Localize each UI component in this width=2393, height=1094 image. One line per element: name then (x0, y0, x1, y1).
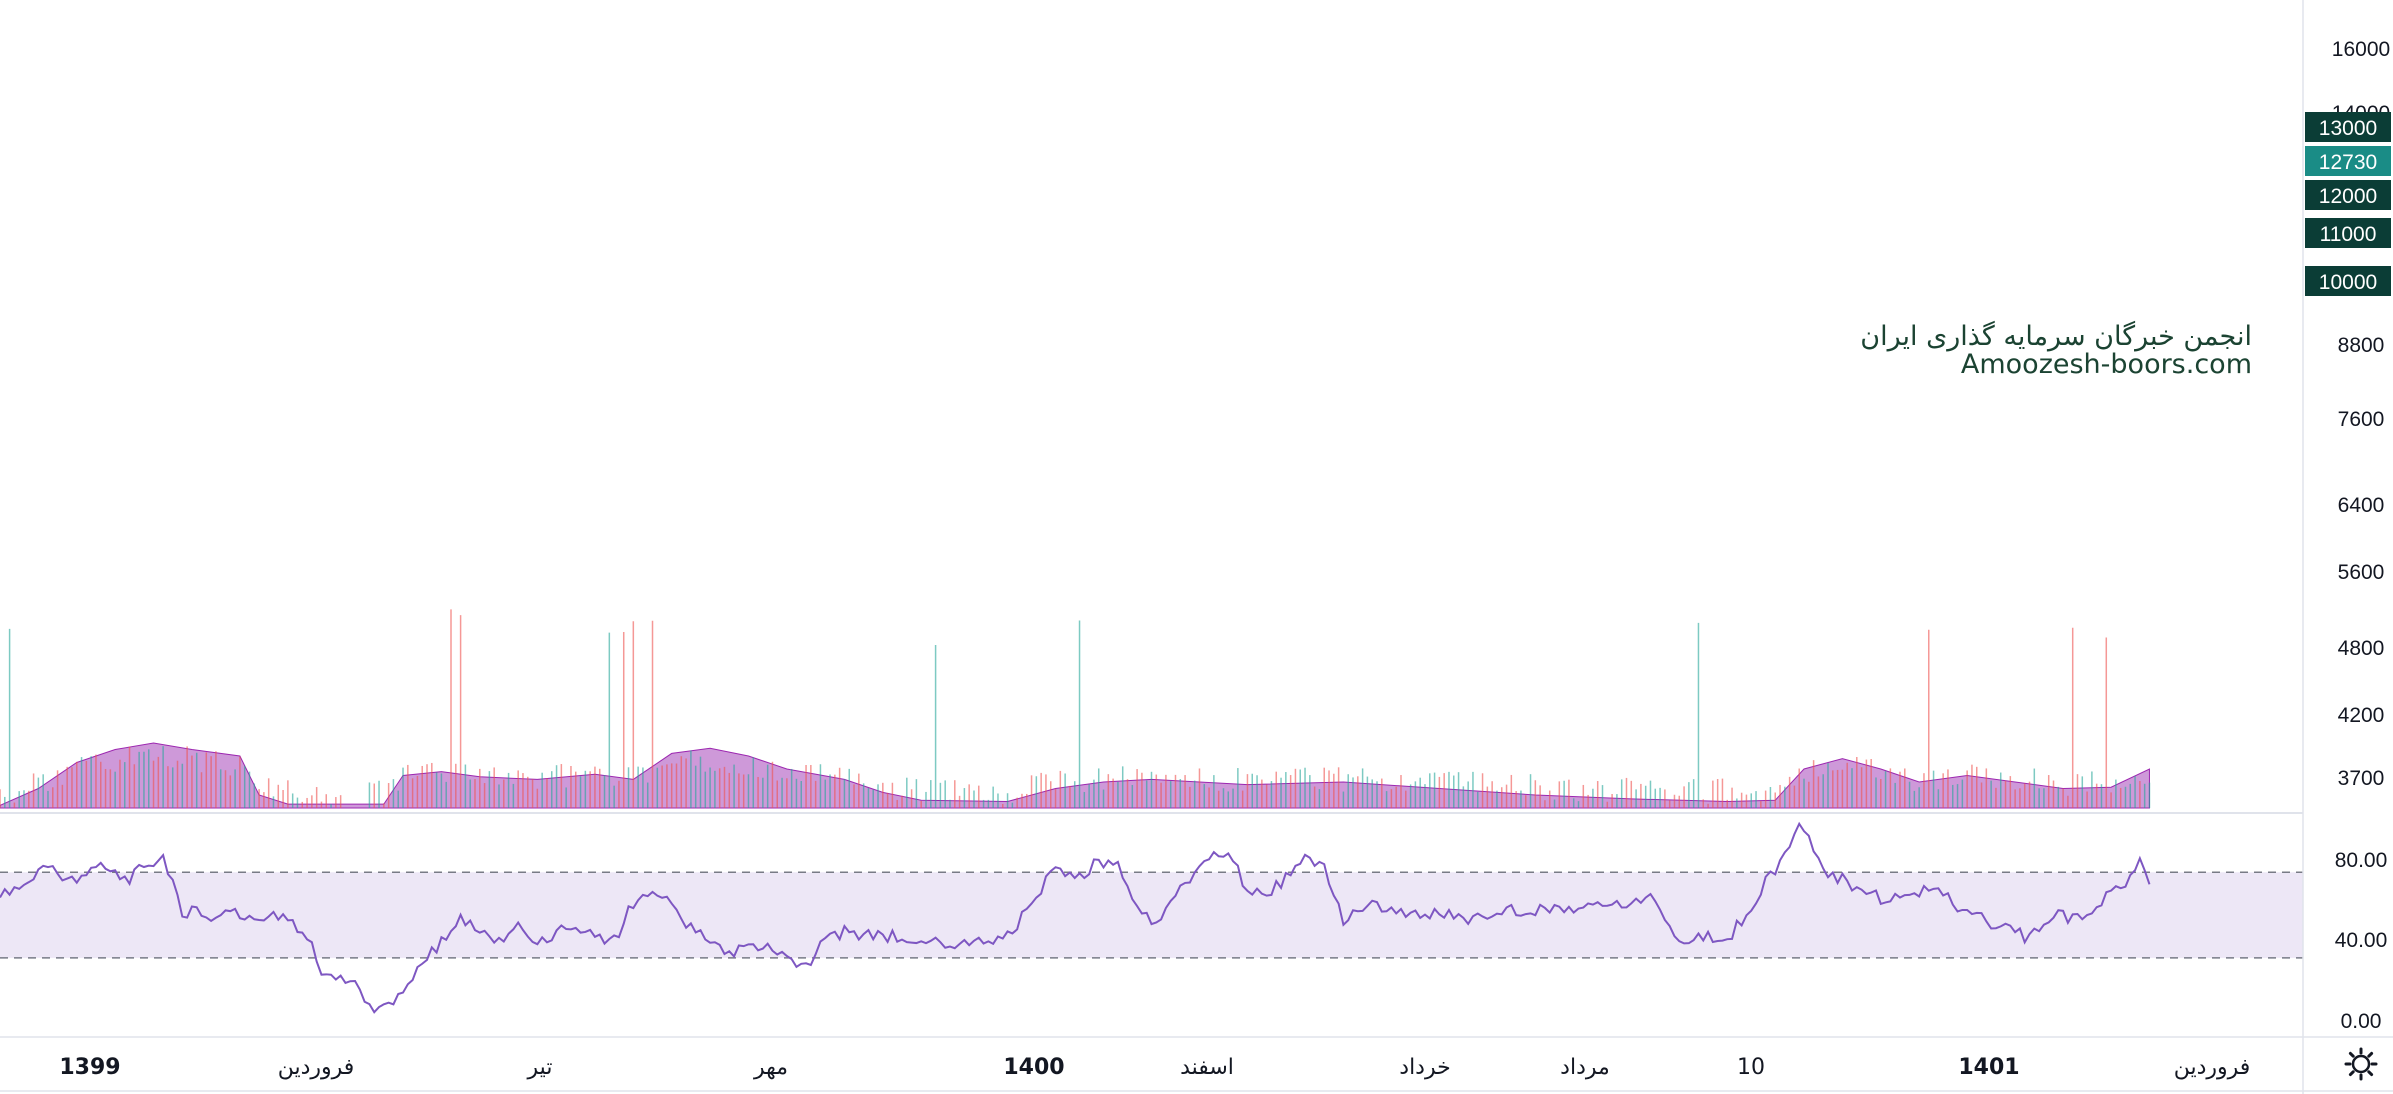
rsi-line (0, 821, 2151, 1014)
watermark-line2: Amoozesh-boors.com (1961, 349, 2252, 380)
time-label-tir: تیر (527, 1055, 553, 1080)
price-tick-3700: 3700 (2338, 767, 2385, 790)
time-label-farvardin-2: فروردین (2174, 1055, 2251, 1080)
price-tick-5600: 5600 (2338, 561, 2385, 584)
price-tick-4200: 4200 (2338, 704, 2385, 727)
rsi-tick-40: 40.00 (2335, 929, 2388, 952)
rsi-tick-80: 80.00 (2335, 849, 2388, 872)
watermark: انجمن خبرگان سرمایه گذاری ایران Amoozesh… (1860, 320, 2252, 380)
time-axis[interactable]: 1399 فروردین تیر مهر 1400 اسفند خرداد مر… (59, 1055, 2250, 1080)
rsi-band (0, 872, 2303, 958)
watermark-line1: انجمن خبرگان سرمایه گذاری ایران (1860, 320, 2252, 352)
price-tick-16000: 16000 (2332, 38, 2390, 61)
time-label-1399: 1399 (59, 1055, 120, 1080)
level-tag-13000: 13000 (2319, 117, 2377, 140)
time-label-mordad: مرداد (1560, 1055, 1610, 1080)
rsi-pane[interactable] (0, 821, 2303, 1014)
rsi-tick-0: 0.00 (2341, 1010, 2382, 1033)
price-pane[interactable] (0, 0, 2341, 809)
time-label-1400: 1400 (1003, 1055, 1064, 1080)
gear-icon[interactable] (2344, 1047, 2378, 1081)
time-label-1401: 1401 (1958, 1055, 2019, 1080)
price-tick-4800: 4800 (2338, 637, 2385, 660)
current-price-tag: 12730 (2319, 151, 2377, 174)
level-tag-11000: 11000 (2320, 223, 2377, 246)
time-label-khordad: خرداد (1399, 1055, 1450, 1080)
level-tag-10000: 10000 (2319, 271, 2377, 294)
price-tick-7600: 7600 (2338, 408, 2385, 431)
price-tick-8800: 8800 (2338, 334, 2385, 357)
level-tag-10000-bg (2305, 266, 2391, 296)
time-label-10: 10 (1737, 1055, 1765, 1080)
time-label-mehr: مهر (753, 1055, 788, 1080)
time-label-farvardin: فروردین (278, 1055, 355, 1080)
volume-area (0, 609, 2151, 809)
price-tick-6400: 6400 (2338, 494, 2385, 517)
level-tag-13000-bg (2305, 112, 2391, 142)
level-tag-12000: 12000 (2319, 185, 2377, 208)
level-tag-12000-bg (2305, 180, 2391, 210)
level-tag-11000-bg (2305, 218, 2391, 248)
current-price-tag-bg (2305, 146, 2391, 176)
time-label-esfand: اسفند (1180, 1055, 1234, 1080)
price-axis[interactable]: 16000 14000 8800 7600 6400 5600 4800 420… (2305, 38, 2391, 1033)
